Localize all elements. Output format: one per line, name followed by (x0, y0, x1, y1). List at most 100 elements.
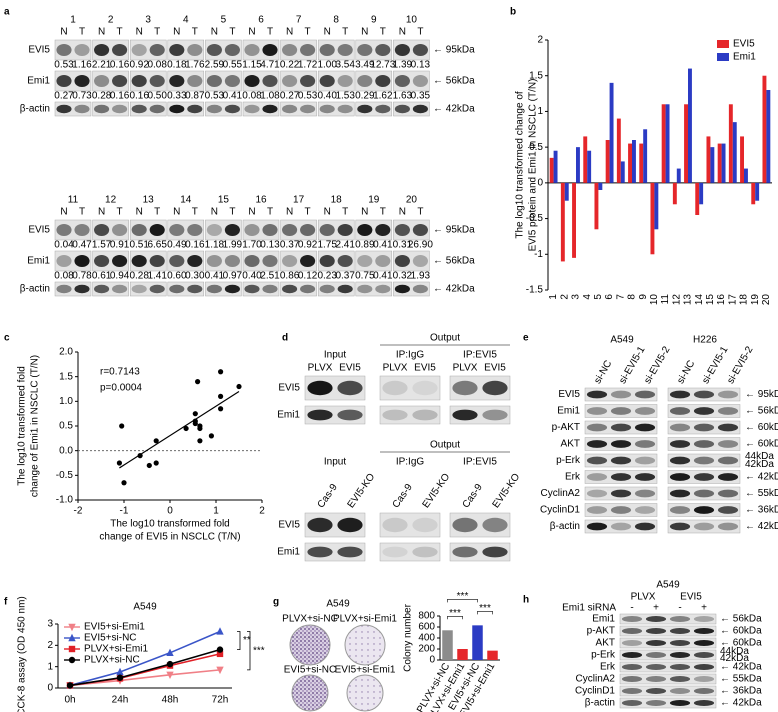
sample-number: 6 (258, 15, 264, 26)
sample-number: 8 (333, 15, 339, 26)
x-tick-label: 15 (705, 294, 716, 306)
lane-label: Cas-9 (461, 482, 486, 511)
bar (576, 147, 580, 183)
sign-label: + (653, 603, 659, 614)
blot-band (206, 104, 222, 114)
row-label: EVI5 (278, 383, 300, 394)
row-label: p-Erk (556, 455, 581, 466)
lane-label: T (117, 207, 123, 218)
lane-label: EVI5-KO (491, 471, 523, 510)
blot-band (382, 517, 408, 533)
blot-band (693, 676, 715, 682)
group-label: Input (324, 457, 346, 468)
bar (684, 104, 688, 183)
blot-band (262, 44, 278, 56)
blot-band (112, 224, 128, 236)
lane-label: N (286, 207, 293, 218)
legend-label: PLVX+si-NC (84, 655, 140, 666)
blot-band (621, 664, 643, 670)
blot-band (56, 104, 72, 114)
blot-band (693, 440, 715, 448)
point (216, 627, 224, 635)
bar (598, 182, 603, 190)
series-line (69, 630, 221, 687)
x-tick-label: 0h (64, 695, 75, 706)
x-tick-label: 0 (167, 506, 173, 517)
kda-label: ← 42kDa (720, 698, 762, 709)
lane-label: T (342, 207, 348, 218)
blot-band (169, 284, 185, 294)
point (216, 666, 224, 675)
ratio-label: 0.53 (298, 91, 318, 102)
ratio-label: 1.62 (373, 91, 393, 102)
ratio-label: 0.92 (129, 60, 149, 71)
ratio-label: 0.53 (54, 60, 74, 71)
ratio-label: 0.04 (54, 240, 74, 251)
blot-band (56, 284, 72, 294)
ratio-label: 0.51 (129, 240, 149, 251)
x-tick-label: 18 (739, 294, 750, 306)
blot-band (669, 700, 691, 706)
blot-band (717, 440, 739, 448)
blot-band (300, 284, 316, 294)
row-label: CyclinD1 (575, 686, 615, 697)
bar (487, 650, 498, 660)
ratio-label: 2.21 (92, 60, 112, 71)
bar (762, 75, 767, 183)
blot-band (717, 456, 739, 465)
point (218, 393, 224, 399)
blot-band (187, 104, 203, 114)
y-tick-label: 2 (47, 640, 53, 651)
point (216, 650, 224, 658)
ratio-label: 0.29 (355, 91, 375, 102)
ratio-label: 0.37 (335, 271, 355, 282)
point (116, 460, 122, 466)
y-tick-label: 1 (47, 661, 53, 672)
y-tick-label: 1.5 (529, 70, 543, 81)
blot-band (669, 506, 691, 514)
ratio-label: 0.91 (110, 240, 130, 251)
blot-band (319, 104, 335, 114)
row-label: CyclinA2 (541, 488, 581, 499)
colony-plate (344, 624, 386, 666)
x-tick-label: 14 (694, 294, 705, 306)
lane-label: si-NC (675, 359, 697, 386)
blot-band (357, 75, 373, 87)
row-label: Emi1 (557, 406, 580, 417)
row-label: Emi1 (592, 614, 615, 625)
ratio-label: 0.78 (72, 271, 92, 282)
significance-label: ** (243, 635, 251, 646)
blot-band (131, 44, 147, 56)
blot-band (74, 224, 90, 236)
ratio-label: 1.63 (393, 91, 413, 102)
x-tick-label: 1 (548, 294, 559, 300)
ratio-label: 0.40 (317, 91, 337, 102)
sample-number: 12 (105, 195, 117, 206)
bar (751, 182, 756, 205)
group-label: IP:IgG (396, 457, 425, 468)
lane-label: N (173, 207, 180, 218)
kda-label: ← 60kDa (720, 626, 762, 637)
ratio-label: 0.61 (92, 271, 112, 282)
sample-number: 2 (108, 15, 114, 26)
blot-band (224, 75, 240, 87)
blot-band (282, 224, 298, 236)
y-tick-label: 0.5 (529, 142, 543, 153)
lane-label: T (380, 27, 386, 38)
bar (560, 182, 565, 262)
blot-band (244, 284, 260, 294)
legend-label: PLVX+si-Emi1 (84, 644, 148, 655)
treatment-label: Emi1 siRNA (562, 603, 616, 614)
plate-label: EVI5+si-NC (284, 665, 337, 676)
y-tick-label: 0.0 (59, 445, 73, 456)
sample-number: 19 (368, 195, 380, 206)
blot-band (131, 284, 147, 294)
lane-label: T (267, 27, 273, 38)
sign-label: + (701, 603, 707, 614)
blot-band (74, 104, 90, 114)
blot-band (244, 44, 260, 56)
lane-label: N (60, 27, 67, 38)
row-label: CyclinD1 (540, 505, 580, 516)
point (66, 682, 74, 689)
